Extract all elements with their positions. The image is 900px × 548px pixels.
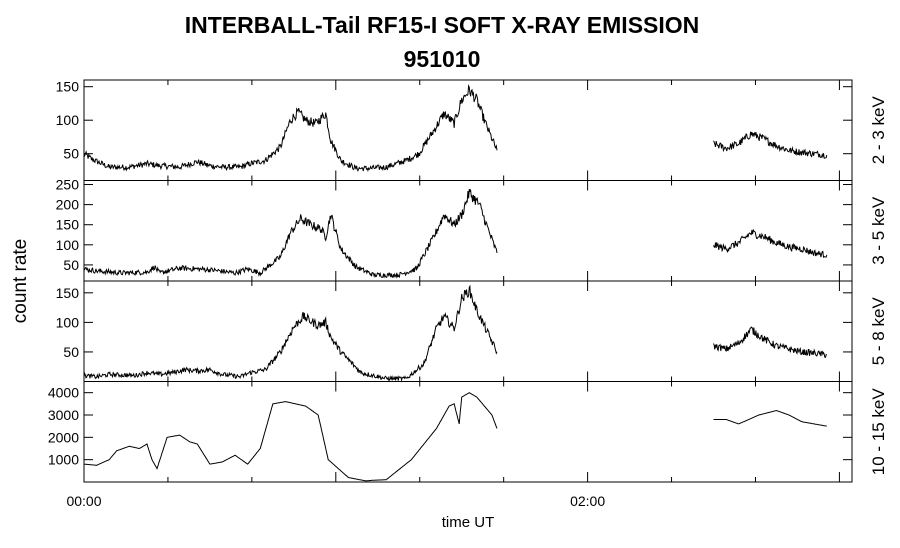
series-line: [713, 228, 828, 258]
y-tick-label: 2000: [48, 429, 79, 445]
series-line: [713, 131, 828, 159]
y-tick-label: 50: [63, 344, 79, 360]
y-tick-label: 100: [56, 237, 80, 253]
y-tick-label: 250: [56, 177, 80, 193]
panel-energy-label: 3 - 5 keV: [869, 196, 888, 265]
y-tick-label: 150: [56, 217, 80, 233]
y-tick-label: 4000: [48, 385, 79, 401]
series-line: [83, 284, 498, 382]
x-tick-label: 02:00: [570, 493, 605, 509]
x-axis-label: time UT: [442, 514, 495, 531]
x-tick-label: 00:00: [66, 493, 101, 509]
y-tick-label: 100: [56, 112, 80, 128]
y-tick-label: 150: [56, 285, 80, 301]
y-tick-label: 3000: [48, 407, 79, 423]
series-line: [83, 83, 498, 172]
y-tick-label: 50: [63, 146, 79, 162]
chart-title: INTERBALL-Tail RF15-I SOFT X-RAY EMISSIO…: [184, 12, 700, 38]
series-line: [713, 326, 828, 358]
series-line: [713, 409, 827, 427]
y-axis-label: count rate: [10, 239, 31, 324]
panel-energy-label: 2 - 3 keV: [869, 96, 888, 165]
y-tick-label: 1000: [48, 452, 79, 468]
chart-subtitle: 951010: [403, 46, 481, 72]
series-line: [83, 188, 498, 279]
panel-energy-label: 10 - 15 keV: [869, 388, 888, 476]
series-line: [83, 392, 498, 482]
panel-frame: [83, 381, 853, 483]
y-tick-label: 200: [56, 197, 80, 213]
y-tick-label: 100: [56, 314, 80, 330]
y-tick-label: 50: [63, 257, 79, 273]
y-tick-label: 150: [56, 79, 80, 95]
panel-energy-label: 5 - 8 keV: [869, 297, 888, 366]
